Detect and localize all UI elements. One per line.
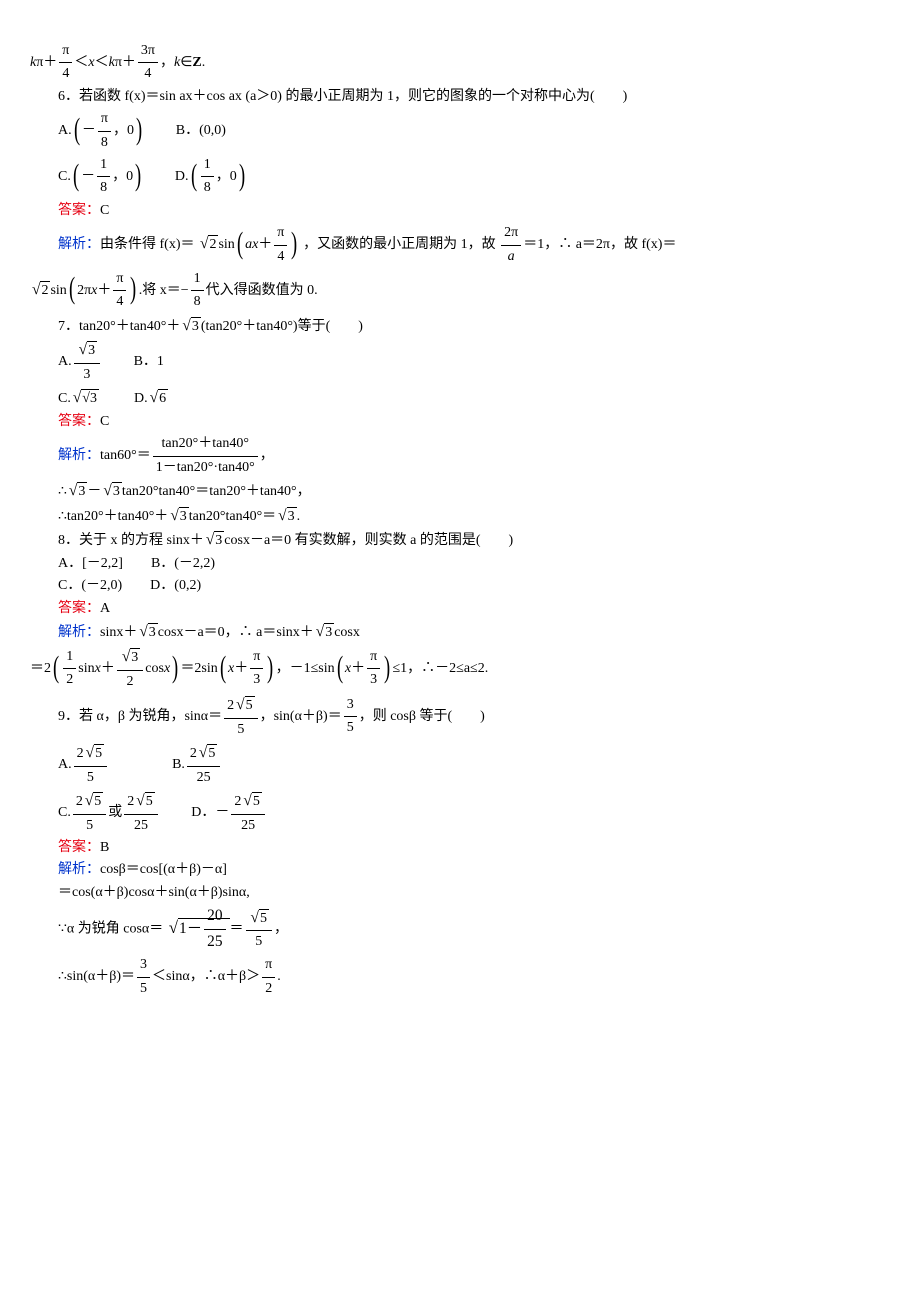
q6-answer: 答案：C xyxy=(58,200,890,222)
q6-opt-cd: C.－18，0 D.18，0 xyxy=(58,154,890,200)
q7-analysis-1: 解析：tan60°＝tan20°＋tan40°1－tan20°·tan40°， xyxy=(58,433,890,479)
q6-analysis-2: 2sin2πx＋π4.将 x＝−18代入得函数值为 0. xyxy=(30,268,890,314)
q7-analysis-2: ∴3－3tan20°tan40°＝tan20°＋tan40°， xyxy=(58,479,890,504)
q8-opt-cd: C．(－2,0)D．(0,2) xyxy=(58,575,890,597)
q7-answer: 答案：C xyxy=(58,411,890,433)
q9-opt-cd: C.255或2525 D．－2525 xyxy=(58,789,890,837)
q8-analysis-2: ＝212sinx＋32cosx＝2sinx＋π3，－1≤sinx＋π3≤1，∴－… xyxy=(30,645,890,693)
q6-stem: 6．若函数 f(x)＝sin ax＋cos ax (a＞0) 的最小正周期为 1… xyxy=(58,86,890,108)
q8-opt-ab: A．[－2,2]B．(－2,2) xyxy=(58,553,890,575)
q7-opt-ab: A.33 B．1 xyxy=(58,338,890,386)
q9-opt-ab: A.255 B.2525 xyxy=(58,741,890,789)
q9-analysis-2: ＝cos(α＋β)cosα＋sin(α＋β)sinα, xyxy=(58,882,890,904)
q9-stem: 9．若 α，β 为锐角，sinα＝255，sin(α＋β)＝35，则 cosβ … xyxy=(58,693,890,741)
q9-analysis-3: ∵α 为锐角 cosα＝ 1－2025＝55， xyxy=(58,904,890,954)
top-continuation: kπ＋π4＜x＜kπ＋3π4，k∈Z. xyxy=(30,40,890,86)
q6-opt-ab: A.－π8，0 B．(0,0) xyxy=(58,108,890,154)
q6-optB: B．(0,0) xyxy=(176,123,226,138)
q8-analysis-1: 解析：sinx＋3cosx－a＝0，∴ a＝sinx＋3cosx xyxy=(58,620,890,645)
q6-analysis-1: 解析：由条件得 f(x)＝ 2sinax＋π4 ，又函数的最小正周期为 1，故 … xyxy=(58,222,890,268)
q9-analysis-4: ∴sin(α＋β)＝35＜sinα，∴α＋β＞π2. xyxy=(58,954,890,1000)
q8-stem: 8．关于 x 的方程 sinx＋3cosx－a＝0 有实数解，则实数 a 的范围… xyxy=(58,528,890,553)
q7-analysis-3: ∴tan20°＋tan40°＋3tan20°tan40°＝3. xyxy=(58,504,890,529)
q9-analysis-1: 解析：cosβ＝cos[(α＋β)－α] xyxy=(58,859,890,881)
q7-opt-cd: C.√3. D.6 xyxy=(58,386,890,411)
q7-stem: 7．tan20°＋tan40°＋3(tan20°＋tan40°)等于( ) xyxy=(58,314,890,339)
q8-answer: 答案：A xyxy=(58,598,890,620)
q9-answer: 答案：B xyxy=(58,837,890,859)
